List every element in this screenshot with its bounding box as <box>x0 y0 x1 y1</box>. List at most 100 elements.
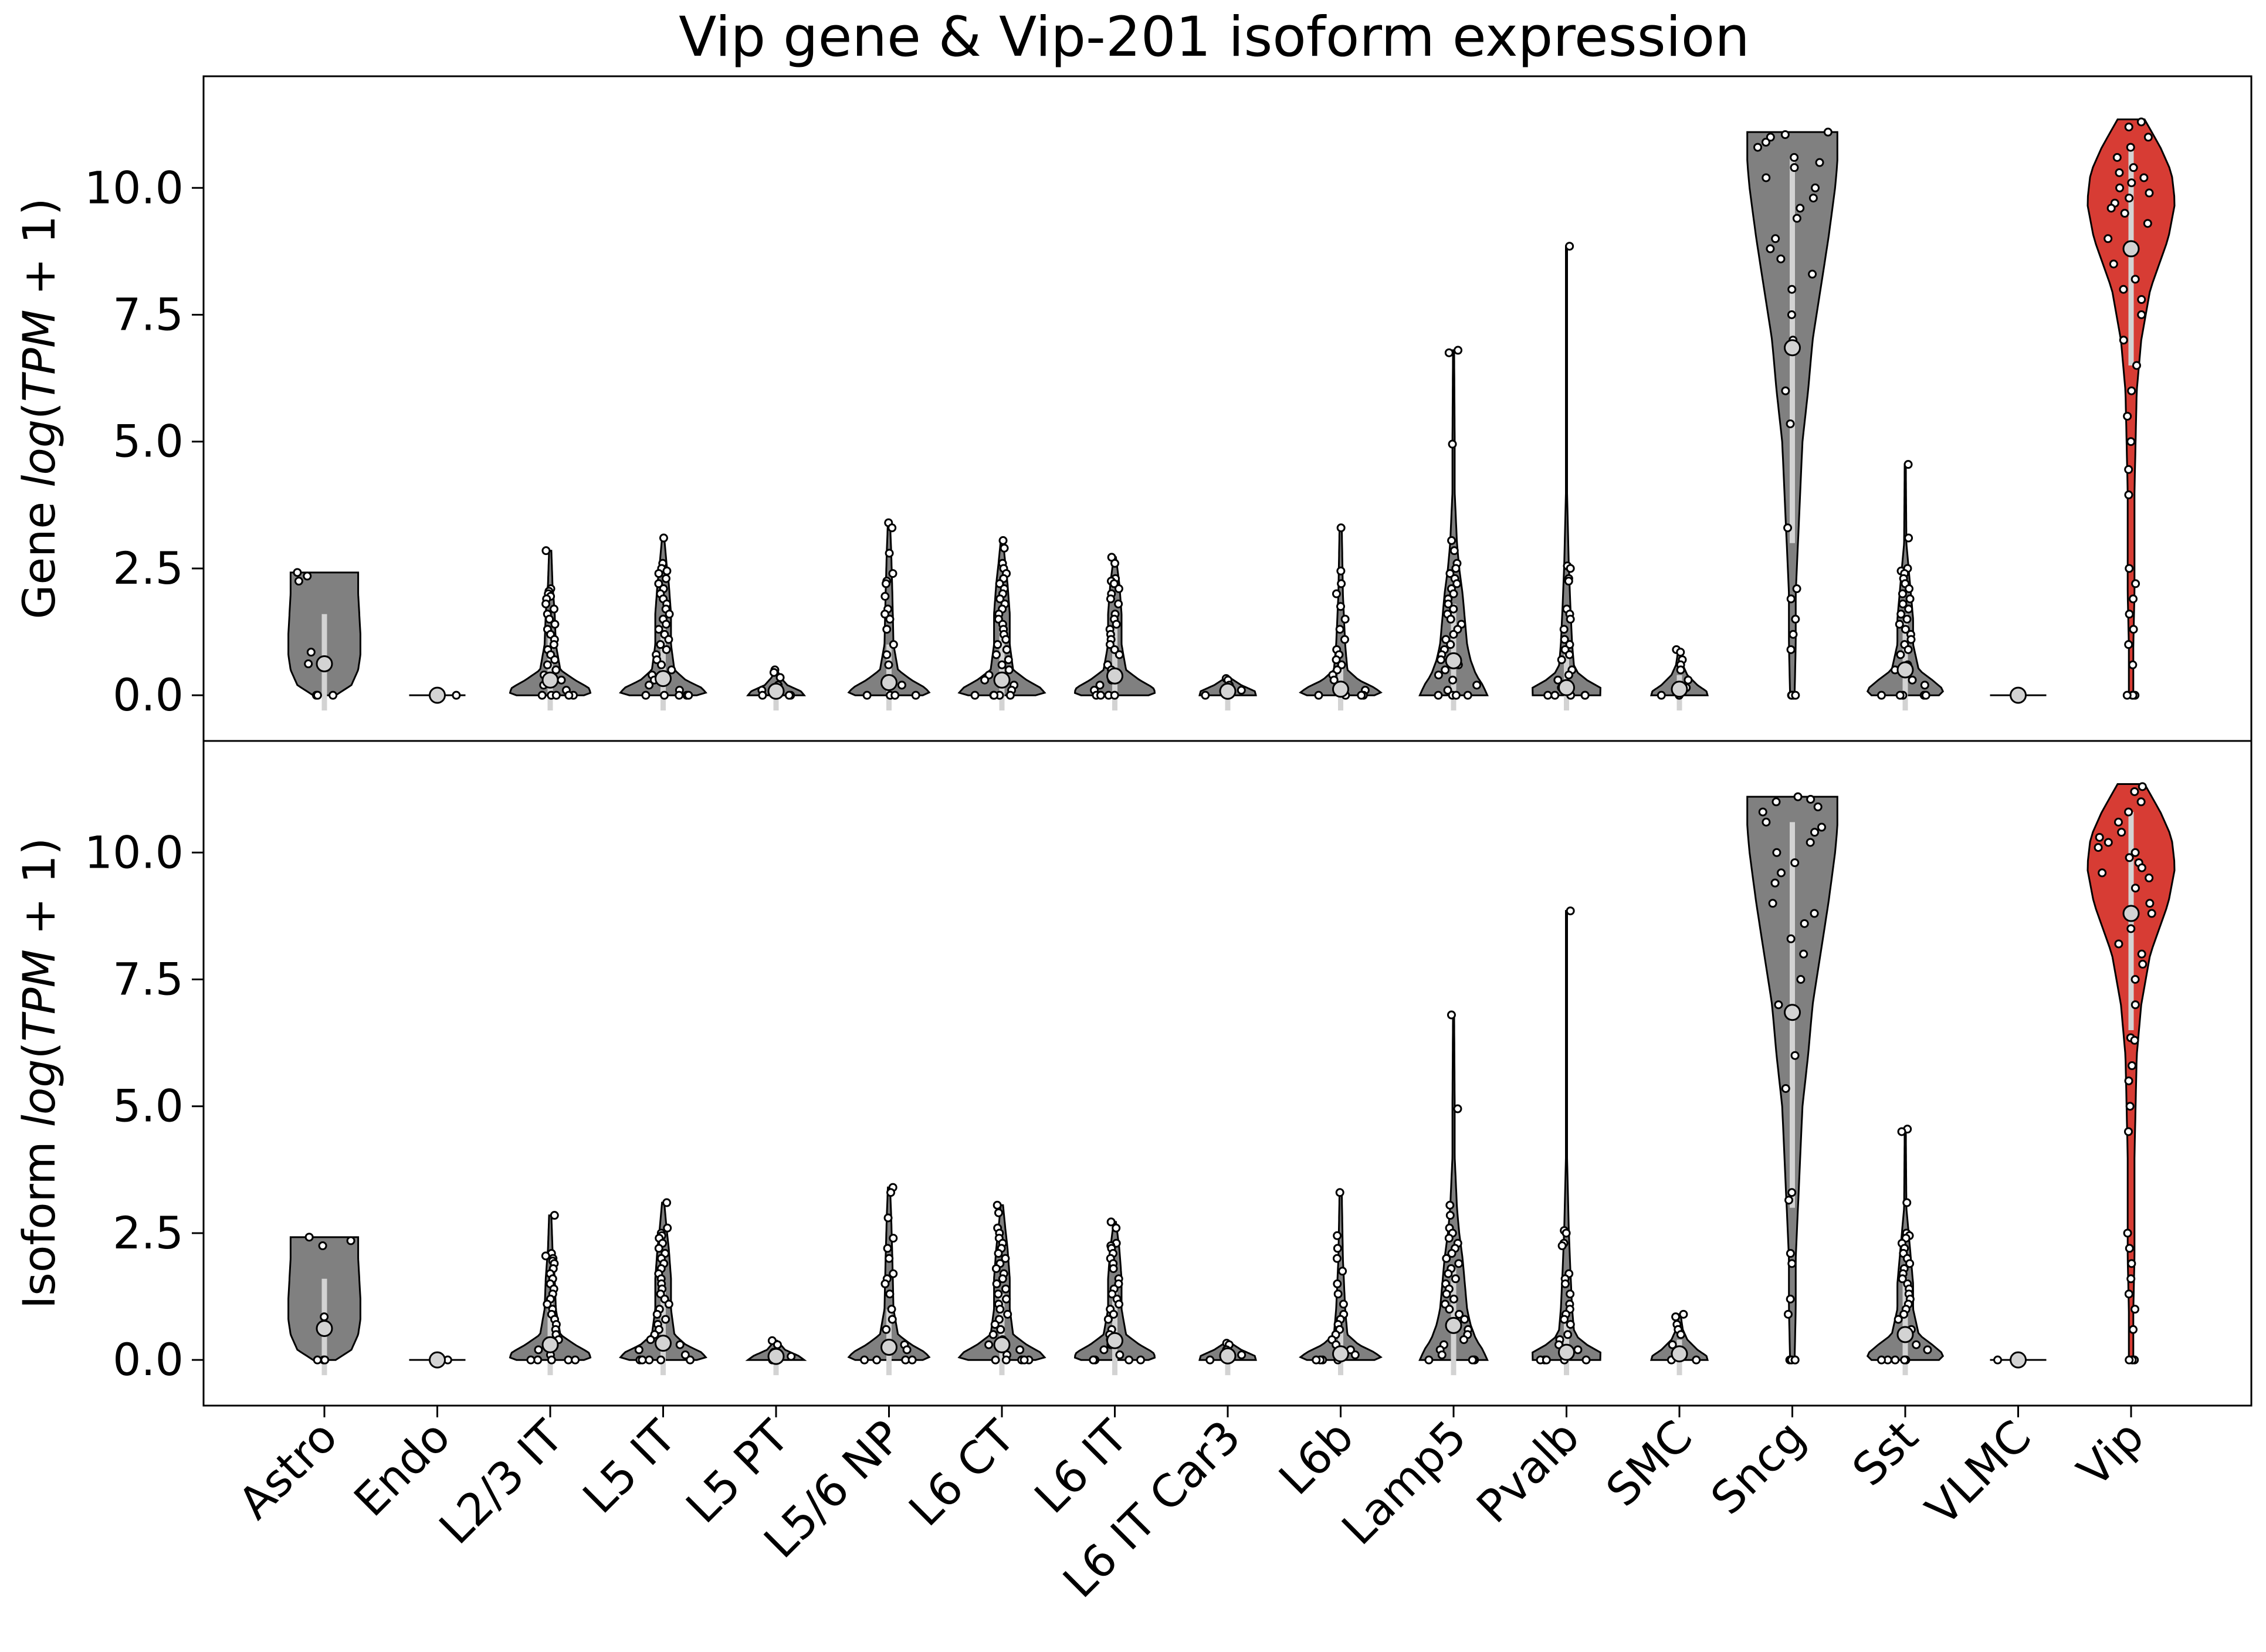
data-point <box>872 1355 882 1365</box>
data-point <box>1786 419 1795 428</box>
data-point <box>564 690 574 700</box>
data-point <box>551 665 561 675</box>
data-point <box>1796 204 1805 213</box>
data-point <box>1115 1350 1124 1360</box>
data-point <box>541 1251 550 1261</box>
data-point <box>1444 1269 1453 1278</box>
data-point <box>995 594 1005 604</box>
data-point <box>1823 127 1833 137</box>
data-point <box>2123 1127 2133 1136</box>
data-point <box>1447 1249 1457 1258</box>
data-point <box>1564 577 1573 586</box>
median-marker <box>2010 686 2027 704</box>
median-marker <box>2010 1351 2027 1369</box>
data-point <box>656 1355 666 1365</box>
data-point <box>2122 690 2132 700</box>
data-point <box>885 614 895 624</box>
data-point <box>1445 1305 1454 1314</box>
data-point <box>1001 635 1011 644</box>
data-point <box>2119 336 2128 345</box>
data-point <box>1806 794 1815 804</box>
data-point <box>1003 1309 1012 1319</box>
data-point <box>1766 244 1775 253</box>
data-point <box>2139 173 2149 182</box>
data-point <box>2145 188 2154 198</box>
median-marker <box>1558 679 1575 696</box>
data-point <box>1774 1000 1783 1010</box>
data-point <box>1772 797 1781 807</box>
data-point <box>1237 1350 1247 1360</box>
data-point <box>1445 1200 1455 1210</box>
data-point <box>665 610 674 619</box>
data-point <box>991 650 1001 659</box>
data-point <box>1441 665 1450 675</box>
data-point <box>984 1340 994 1349</box>
data-point <box>882 625 892 634</box>
violin-body <box>1418 349 1489 696</box>
data-point <box>2113 817 2123 827</box>
y-axis-label-paren: ( <box>13 1042 65 1059</box>
data-point <box>1445 1211 1455 1220</box>
data-point <box>2126 143 2135 152</box>
data-point <box>1787 1259 1797 1268</box>
data-point <box>1449 604 1458 614</box>
data-point <box>758 690 767 700</box>
data-point <box>664 635 673 644</box>
data-point <box>656 660 666 669</box>
data-point <box>1799 949 1808 959</box>
data-point <box>1784 1196 1794 1205</box>
violin-l2-3-it <box>509 1211 592 1376</box>
data-point <box>998 1274 1007 1284</box>
data-point <box>1896 650 1905 659</box>
data-point <box>2125 853 2134 862</box>
data-point <box>1810 828 1820 837</box>
data-point <box>1333 1289 1343 1299</box>
median-marker <box>1671 1345 1688 1363</box>
data-point <box>663 1223 672 1233</box>
data-point <box>1758 807 1767 817</box>
data-point <box>2126 1274 2136 1284</box>
data-point <box>1993 1355 2003 1365</box>
data-point <box>1201 690 1210 700</box>
data-point <box>1692 1355 1701 1365</box>
data-point <box>1560 1279 1570 1288</box>
data-point <box>1333 1279 1342 1288</box>
data-point <box>2106 204 2116 213</box>
y-axis-label-prefix: Isoform <box>13 1127 65 1309</box>
data-point <box>549 640 558 649</box>
violin-lamp5 <box>1418 1010 1489 1376</box>
data-point <box>1762 817 1771 827</box>
violin-endo <box>409 686 466 704</box>
violin-l2-3-it <box>509 546 592 711</box>
data-point <box>1329 675 1339 685</box>
data-point <box>1443 686 1452 695</box>
data-point <box>1776 254 1786 263</box>
data-point <box>1205 1355 1215 1365</box>
data-point <box>1903 645 1913 654</box>
data-point <box>889 640 898 649</box>
data-point <box>1449 1294 1458 1304</box>
data-point <box>537 690 547 700</box>
data-point <box>2130 1000 2140 1010</box>
y-axis-label: Gene log(TPM + 1) <box>13 198 65 619</box>
data-point <box>1004 665 1014 675</box>
data-point <box>884 660 893 669</box>
data-point <box>1107 1289 1117 1299</box>
data-point <box>2123 411 2132 421</box>
data-point <box>675 690 684 700</box>
median-marker <box>1106 667 1123 685</box>
data-point <box>1337 579 1346 588</box>
data-point <box>2126 924 2136 933</box>
data-point <box>897 681 906 690</box>
data-point <box>2124 490 2133 500</box>
violin-vlmc <box>1990 1351 2047 1369</box>
median-marker <box>993 1336 1011 1353</box>
data-point <box>1557 655 1566 665</box>
violin-sst <box>1866 460 1945 711</box>
violin-sst <box>1866 1125 1945 1376</box>
data-point <box>1676 1330 1685 1339</box>
data-point <box>2130 275 2140 284</box>
data-point <box>2129 594 2138 604</box>
